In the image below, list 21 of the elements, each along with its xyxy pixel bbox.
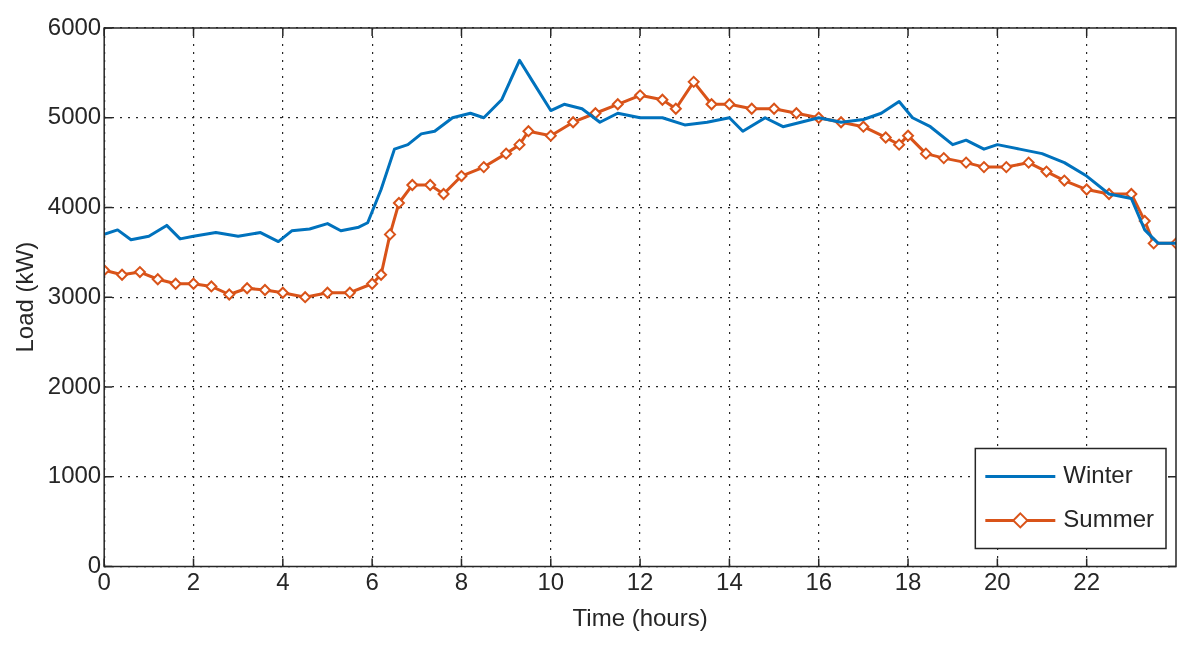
y-tick-label: 3000 <box>47 281 102 309</box>
x-tick-label: 16 <box>805 568 833 596</box>
y-tick-label: 1000 <box>47 461 102 489</box>
x-tick-label: 20 <box>984 568 1011 596</box>
x-tick-label: 10 <box>537 568 565 596</box>
legend-label: Summer <box>1063 505 1155 533</box>
x-tick-label: 8 <box>454 568 469 596</box>
x-tick-label: 2 <box>186 568 201 596</box>
x-tick-label: 12 <box>626 568 654 596</box>
x-tick-label: 14 <box>716 568 743 596</box>
x-tick-label: 4 <box>276 568 290 596</box>
y-tick-label: 4000 <box>47 192 102 220</box>
x-tick-label: 18 <box>894 568 922 596</box>
y-tick-label: 5000 <box>47 102 102 130</box>
y-tick-label: 2000 <box>47 371 102 399</box>
x-tick-label: 6 <box>365 568 379 596</box>
x-tick-label: 22 <box>1073 568 1101 596</box>
y-tick-label: 6000 <box>47 12 102 40</box>
x-axis-title: Time (hours) <box>572 604 708 632</box>
legend-label: Winter <box>1063 461 1133 489</box>
y-axis-title: Load (kW) <box>11 241 39 353</box>
